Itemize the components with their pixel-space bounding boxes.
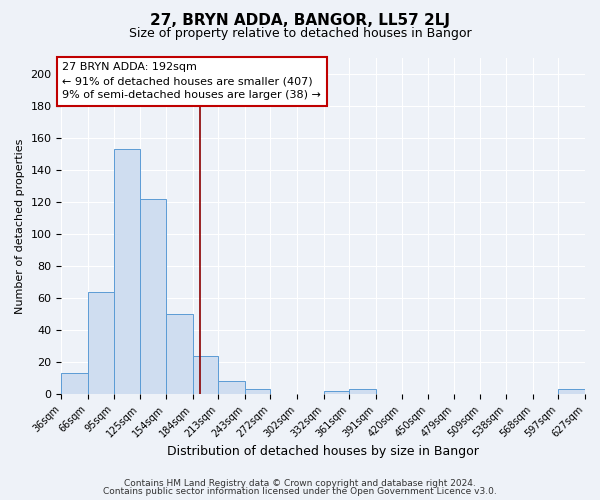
Bar <box>113 149 140 394</box>
Bar <box>140 198 166 394</box>
Bar <box>218 382 245 394</box>
Text: Size of property relative to detached houses in Bangor: Size of property relative to detached ho… <box>128 28 472 40</box>
Bar <box>323 391 349 394</box>
Text: Contains HM Land Registry data © Crown copyright and database right 2024.: Contains HM Land Registry data © Crown c… <box>124 478 476 488</box>
Bar <box>61 374 88 394</box>
Bar <box>559 390 585 394</box>
Text: 27 BRYN ADDA: 192sqm
← 91% of detached houses are smaller (407)
9% of semi-detac: 27 BRYN ADDA: 192sqm ← 91% of detached h… <box>62 62 321 100</box>
X-axis label: Distribution of detached houses by size in Bangor: Distribution of detached houses by size … <box>167 444 479 458</box>
Bar <box>193 356 218 394</box>
Bar <box>88 292 113 394</box>
Bar <box>245 390 271 394</box>
Text: 27, BRYN ADDA, BANGOR, LL57 2LJ: 27, BRYN ADDA, BANGOR, LL57 2LJ <box>150 12 450 28</box>
Y-axis label: Number of detached properties: Number of detached properties <box>15 138 25 314</box>
Bar <box>349 390 376 394</box>
Bar <box>166 314 193 394</box>
Text: Contains public sector information licensed under the Open Government Licence v3: Contains public sector information licen… <box>103 487 497 496</box>
